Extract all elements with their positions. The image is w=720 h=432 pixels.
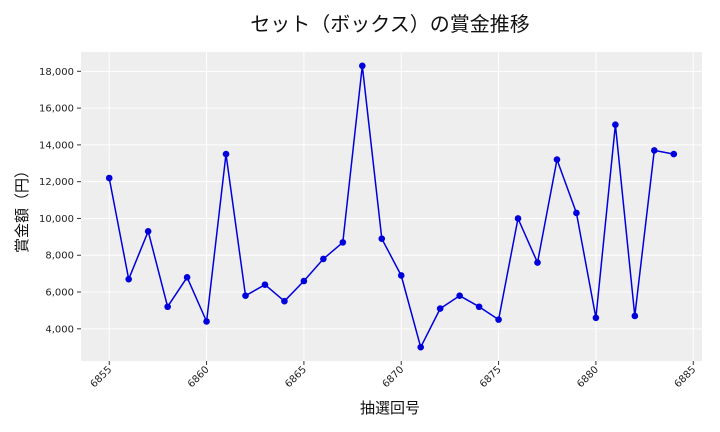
grid [81, 52, 702, 361]
data-point [397, 272, 405, 279]
data-point [183, 274, 191, 281]
x-tick-label: 6855 [89, 364, 115, 390]
y-tick-label: 16,000 [39, 104, 74, 115]
data-point [320, 255, 327, 263]
x-tick-label: 6875 [478, 364, 504, 390]
data-point [261, 281, 269, 288]
data-point [631, 312, 639, 320]
y-axis-label: 賞金額（円） [13, 163, 31, 253]
data-point [573, 209, 580, 217]
data-point [281, 297, 288, 305]
data-point [553, 156, 561, 163]
x-tick-label: 6885 [673, 364, 699, 390]
data-point [514, 215, 522, 222]
data-point [417, 343, 425, 351]
data-point [300, 277, 308, 285]
data-point [612, 121, 619, 128]
y-tick-label: 12,000 [39, 177, 74, 188]
data-point [475, 303, 483, 311]
x-tick-label: 6880 [575, 364, 601, 390]
data-point [592, 314, 600, 322]
x-tick-label: 6860 [186, 364, 212, 390]
data-point [358, 62, 366, 70]
series [105, 62, 678, 351]
data-point [670, 150, 678, 158]
data-point [436, 305, 444, 312]
data-point [339, 239, 347, 246]
y-tick-label: 4,000 [45, 324, 74, 335]
y-tick-label: 10,000 [39, 214, 74, 225]
data-point [105, 174, 113, 182]
data-point [222, 150, 230, 158]
y-tick-label: 8,000 [45, 251, 74, 262]
data-point [144, 228, 152, 235]
plot-area [81, 52, 702, 361]
data-point [534, 259, 541, 266]
x-tick-label: 6870 [381, 364, 407, 390]
data-point [456, 292, 463, 300]
data-point [242, 292, 249, 300]
y-tick-label: 6,000 [45, 288, 74, 299]
y-tick-label: 18,000 [39, 67, 74, 78]
data-point [651, 147, 658, 154]
x-axis-label: 抽選回号 [360, 399, 420, 417]
y-tick-label: 14,000 [39, 140, 74, 151]
x-tick-label: 6865 [283, 364, 309, 390]
data-point [164, 303, 171, 311]
data-point [125, 275, 132, 283]
data-point [203, 318, 210, 325]
data-point [495, 316, 502, 323]
data-point [378, 235, 386, 242]
chart-title: セット（ボックス）の賞金推移 [250, 12, 529, 36]
series-line [108, 65, 674, 348]
